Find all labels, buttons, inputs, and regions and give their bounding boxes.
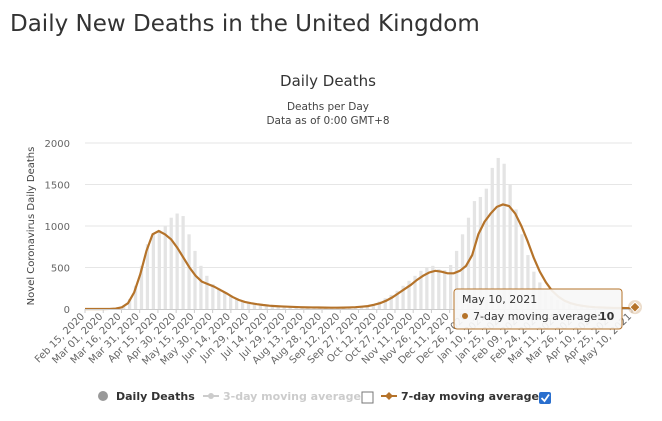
daily-deaths-bar xyxy=(443,269,447,309)
daily-deaths-bar xyxy=(205,275,209,309)
daily-deaths-bar xyxy=(145,244,150,309)
seven-day-average-line xyxy=(85,203,633,311)
daily-deaths-bar xyxy=(383,298,387,309)
y-tick-label: 500 xyxy=(51,264,70,275)
daily-deaths-bar xyxy=(514,209,518,309)
tooltip-series-label: 7-day moving average: xyxy=(473,310,601,323)
chart-subtitle-line-1: Deaths per Day xyxy=(287,101,369,113)
daily-deaths-bar xyxy=(211,284,215,309)
daily-deaths-bar xyxy=(365,305,370,309)
daily-deaths-bar xyxy=(371,304,375,309)
daily-deaths-bar xyxy=(282,307,286,309)
daily-deaths-bar xyxy=(163,226,167,309)
daily-deaths-bar xyxy=(425,267,429,309)
legend-item-3-day-average[interactable]: 3-day moving average xyxy=(203,390,361,403)
daily-deaths-bar xyxy=(401,285,405,309)
y-tick-label: 1000 xyxy=(45,222,70,233)
daily-deaths-bar xyxy=(229,295,233,309)
daily-deaths-bar xyxy=(484,188,488,309)
daily-deaths-bar xyxy=(264,306,268,309)
page-title: Daily New Deaths in the United Kingdom xyxy=(10,11,480,37)
daily-deaths-bar xyxy=(395,290,399,309)
legend-7-day-marker-diamond xyxy=(385,392,393,400)
legend-7-day-checkbox[interactable] xyxy=(539,392,551,404)
daily-deaths-bar xyxy=(460,234,465,309)
legend-7-day-label: 7-day moving average xyxy=(401,390,539,403)
daily-deaths-bar xyxy=(217,288,221,309)
daily-deaths-bar xyxy=(157,230,161,309)
daily-deaths-bar xyxy=(300,307,304,309)
legend-daily-deaths-label: Daily Deaths xyxy=(116,390,195,403)
daily-deaths-bar xyxy=(478,196,483,309)
gridlines xyxy=(85,142,632,268)
daily-deaths-bar xyxy=(490,167,494,309)
hover-marker[interactable] xyxy=(629,301,641,313)
daily-deaths-bars xyxy=(110,157,631,309)
daily-deaths-bar xyxy=(449,265,453,309)
chart-title: Daily Deaths xyxy=(280,72,376,90)
daily-deaths-bar xyxy=(431,265,435,309)
daily-deaths-bar xyxy=(294,307,298,309)
daily-deaths-bar xyxy=(127,299,132,309)
legend-item-7-day-average[interactable]: 7-day moving average xyxy=(381,390,539,403)
daily-deaths-bar xyxy=(240,301,245,309)
y-axis-ticks: 0 500 1000 1500 2000 xyxy=(45,139,70,316)
daily-deaths-bar xyxy=(252,304,257,309)
daily-deaths-bar xyxy=(413,275,417,309)
daily-deaths-bar xyxy=(223,292,227,309)
tooltip-value: 10 xyxy=(599,310,615,323)
daily-deaths-bar xyxy=(472,201,477,309)
daily-deaths-bar xyxy=(508,184,512,309)
daily-deaths-bar xyxy=(288,307,292,309)
tooltip-series-dot xyxy=(462,313,468,319)
daily-deaths-bar xyxy=(246,303,251,309)
y-tick-label: 1500 xyxy=(45,181,70,192)
legend-3-day-checkbox[interactable] xyxy=(361,391,374,404)
daily-deaths-bar xyxy=(193,250,197,309)
daily-deaths-bar xyxy=(151,234,156,309)
legend: Daily Deaths 3-day moving average 7-day … xyxy=(98,390,551,404)
y-tick-label: 0 xyxy=(64,305,70,316)
daily-deaths-bar xyxy=(520,234,524,309)
daily-deaths-bar xyxy=(199,265,203,309)
legend-7-day-checkbox-box xyxy=(539,392,551,404)
y-tick-label: 2000 xyxy=(45,139,70,150)
tooltip: May 10, 2021 7-day moving average: 10 xyxy=(453,288,623,330)
tooltip-box xyxy=(453,288,623,330)
daily-deaths-bar xyxy=(437,269,441,309)
daily-deaths-bar xyxy=(139,265,144,309)
daily-deaths-bar xyxy=(496,157,500,309)
daily-deaths-bar xyxy=(419,270,423,309)
daily-deaths-bar xyxy=(526,255,530,309)
daily-deaths-bar xyxy=(276,306,280,309)
tooltip-date: May 10, 2021 xyxy=(462,293,537,306)
daily-deaths-bar xyxy=(169,217,173,309)
legend-daily-deaths-marker xyxy=(98,391,108,401)
daily-deaths-bar xyxy=(258,305,263,309)
daily-deaths-bar xyxy=(270,306,274,309)
daily-deaths-bar xyxy=(454,250,459,309)
legend-item-daily-deaths[interactable]: Daily Deaths xyxy=(98,390,195,403)
daily-deaths-bar xyxy=(502,163,506,309)
daily-deaths-bar xyxy=(175,213,179,309)
legend-3-day-marker-dot xyxy=(208,393,214,399)
chart-subtitle-line-2: Data as of 0:00 GMT+8 xyxy=(266,115,389,127)
daily-deaths-bar xyxy=(181,216,185,309)
daily-deaths-bar xyxy=(359,306,364,309)
checkmark-icon xyxy=(540,393,550,403)
y-axis-label: Novel Coronavirus Daily Deaths xyxy=(26,147,37,306)
daily-deaths-bar xyxy=(187,234,191,309)
daily-deaths-bar xyxy=(407,280,411,309)
daily-deaths-bar xyxy=(377,301,381,309)
legend-3-day-label: 3-day moving average xyxy=(223,390,361,403)
daily-deaths-bar xyxy=(133,285,138,309)
daily-deaths-bar xyxy=(389,294,393,309)
daily-deaths-bar xyxy=(234,298,239,309)
